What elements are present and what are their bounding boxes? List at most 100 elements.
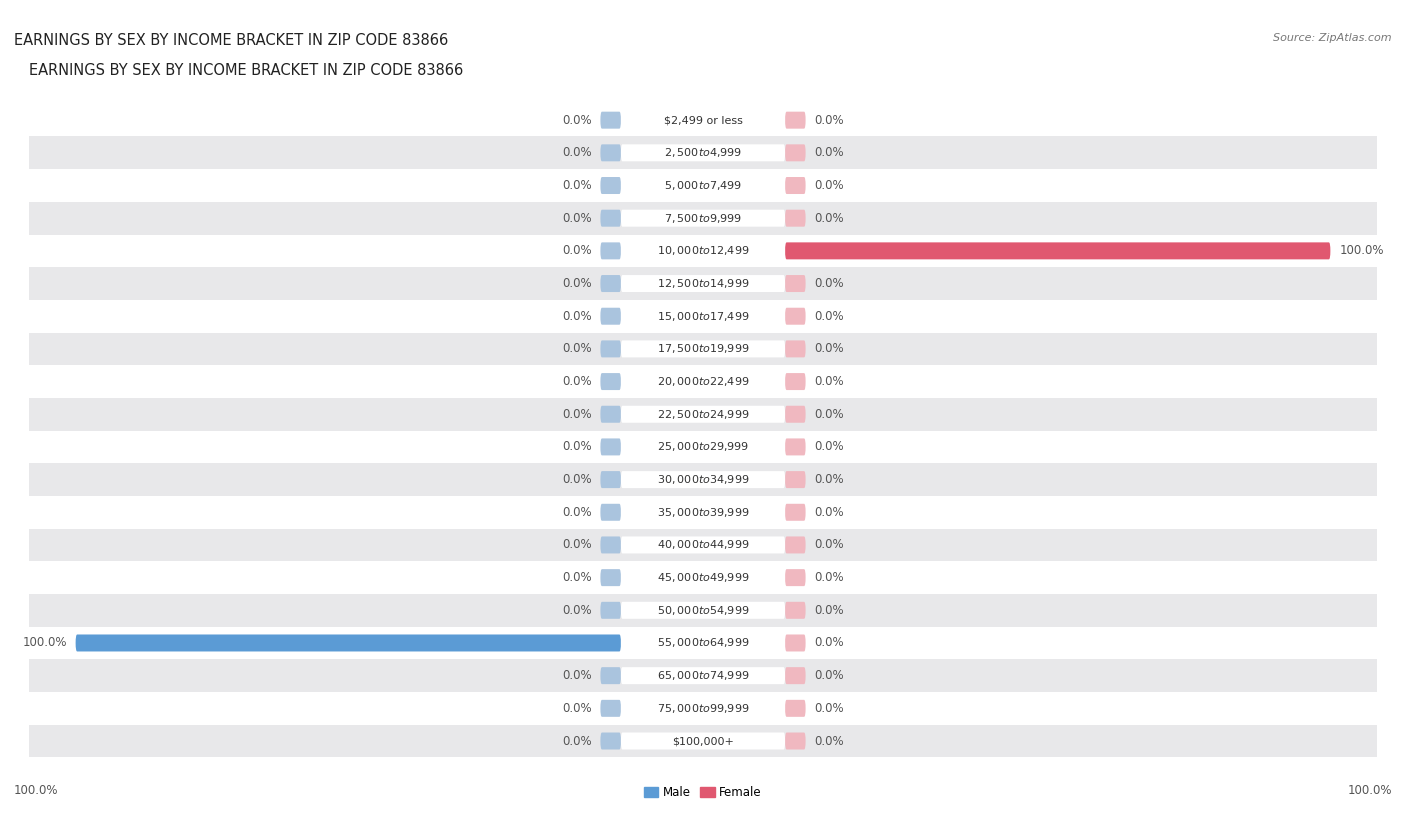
FancyBboxPatch shape [785, 275, 806, 292]
Text: $5,000 to $7,499: $5,000 to $7,499 [664, 179, 742, 192]
Text: 0.0%: 0.0% [562, 473, 592, 486]
Text: 0.0%: 0.0% [562, 506, 592, 519]
Text: $25,000 to $29,999: $25,000 to $29,999 [657, 441, 749, 454]
FancyBboxPatch shape [600, 308, 621, 324]
Text: $65,000 to $74,999: $65,000 to $74,999 [657, 669, 749, 682]
FancyBboxPatch shape [600, 210, 621, 227]
Text: 0.0%: 0.0% [562, 669, 592, 682]
FancyBboxPatch shape [600, 177, 621, 194]
FancyBboxPatch shape [785, 569, 806, 586]
FancyBboxPatch shape [621, 634, 785, 651]
FancyBboxPatch shape [785, 373, 806, 390]
Text: 100.0%: 100.0% [14, 784, 59, 797]
Text: 0.0%: 0.0% [814, 342, 844, 355]
FancyBboxPatch shape [785, 602, 806, 619]
FancyBboxPatch shape [785, 177, 806, 194]
Bar [28, 594, 1378, 627]
Text: 0.0%: 0.0% [562, 375, 592, 388]
FancyBboxPatch shape [76, 634, 621, 651]
Text: 0.0%: 0.0% [814, 114, 844, 127]
FancyBboxPatch shape [621, 341, 785, 358]
FancyBboxPatch shape [600, 602, 621, 619]
Bar [28, 234, 1378, 267]
FancyBboxPatch shape [600, 373, 621, 390]
Bar [28, 724, 1378, 758]
Text: 0.0%: 0.0% [562, 211, 592, 224]
Text: $30,000 to $34,999: $30,000 to $34,999 [657, 473, 749, 486]
FancyBboxPatch shape [621, 177, 785, 194]
FancyBboxPatch shape [621, 308, 785, 324]
Text: $10,000 to $12,499: $10,000 to $12,499 [657, 245, 749, 258]
Text: 0.0%: 0.0% [814, 473, 844, 486]
FancyBboxPatch shape [600, 406, 621, 423]
Bar [28, 137, 1378, 169]
Text: $22,500 to $24,999: $22,500 to $24,999 [657, 408, 749, 421]
Text: 0.0%: 0.0% [814, 179, 844, 192]
Text: $15,000 to $17,499: $15,000 to $17,499 [657, 310, 749, 323]
FancyBboxPatch shape [600, 471, 621, 488]
Bar [28, 202, 1378, 234]
Bar [28, 169, 1378, 202]
FancyBboxPatch shape [600, 275, 621, 292]
FancyBboxPatch shape [600, 569, 621, 586]
Text: 0.0%: 0.0% [562, 604, 592, 617]
FancyBboxPatch shape [621, 504, 785, 521]
FancyBboxPatch shape [621, 537, 785, 554]
Text: 100.0%: 100.0% [1339, 245, 1384, 258]
Text: $55,000 to $64,999: $55,000 to $64,999 [657, 637, 749, 650]
FancyBboxPatch shape [600, 242, 621, 259]
Text: 0.0%: 0.0% [562, 441, 592, 454]
Text: 0.0%: 0.0% [814, 441, 844, 454]
Legend: Male, Female: Male, Female [644, 786, 762, 799]
Text: $7,500 to $9,999: $7,500 to $9,999 [664, 211, 742, 224]
Text: 0.0%: 0.0% [814, 408, 844, 421]
FancyBboxPatch shape [785, 667, 806, 685]
Text: 0.0%: 0.0% [562, 310, 592, 323]
Text: 0.0%: 0.0% [562, 277, 592, 290]
Text: $12,500 to $14,999: $12,500 to $14,999 [657, 277, 749, 290]
FancyBboxPatch shape [621, 210, 785, 227]
FancyBboxPatch shape [785, 242, 1330, 259]
FancyBboxPatch shape [621, 569, 785, 586]
Text: 0.0%: 0.0% [814, 734, 844, 747]
FancyBboxPatch shape [621, 602, 785, 619]
FancyBboxPatch shape [785, 210, 806, 227]
FancyBboxPatch shape [600, 700, 621, 717]
Text: 0.0%: 0.0% [814, 506, 844, 519]
Text: 0.0%: 0.0% [562, 179, 592, 192]
FancyBboxPatch shape [785, 504, 806, 521]
FancyBboxPatch shape [621, 733, 785, 750]
Bar [28, 431, 1378, 463]
FancyBboxPatch shape [600, 145, 621, 161]
Text: $50,000 to $54,999: $50,000 to $54,999 [657, 604, 749, 617]
Bar [28, 659, 1378, 692]
FancyBboxPatch shape [600, 438, 621, 455]
FancyBboxPatch shape [621, 438, 785, 455]
Text: 0.0%: 0.0% [562, 408, 592, 421]
Bar [28, 398, 1378, 431]
Text: $2,500 to $4,999: $2,500 to $4,999 [664, 146, 742, 159]
Text: 0.0%: 0.0% [814, 637, 844, 650]
FancyBboxPatch shape [785, 438, 806, 455]
Text: 0.0%: 0.0% [814, 538, 844, 551]
FancyBboxPatch shape [600, 111, 621, 128]
Text: $2,499 or less: $2,499 or less [664, 115, 742, 125]
FancyBboxPatch shape [621, 145, 785, 161]
Bar [28, 463, 1378, 496]
Text: 0.0%: 0.0% [562, 114, 592, 127]
Text: $20,000 to $22,499: $20,000 to $22,499 [657, 375, 749, 388]
Bar [28, 300, 1378, 333]
Text: 0.0%: 0.0% [562, 734, 592, 747]
Text: 0.0%: 0.0% [814, 277, 844, 290]
Bar [28, 627, 1378, 659]
FancyBboxPatch shape [785, 406, 806, 423]
Text: 100.0%: 100.0% [22, 637, 67, 650]
Bar [28, 561, 1378, 594]
Text: 0.0%: 0.0% [562, 146, 592, 159]
Text: 0.0%: 0.0% [814, 571, 844, 584]
Text: $17,500 to $19,999: $17,500 to $19,999 [657, 342, 749, 355]
Bar [28, 267, 1378, 300]
Bar [28, 333, 1378, 365]
FancyBboxPatch shape [785, 700, 806, 717]
FancyBboxPatch shape [621, 373, 785, 390]
